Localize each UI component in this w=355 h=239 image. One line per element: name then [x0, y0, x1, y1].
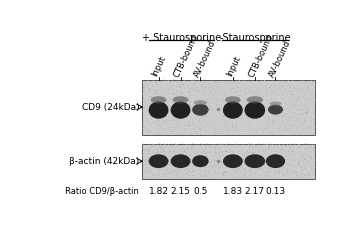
Text: + Staurosporine: + Staurosporine [142, 33, 221, 43]
Ellipse shape [194, 100, 207, 105]
Text: 0.13: 0.13 [266, 187, 285, 196]
Text: -Staurosporine: -Staurosporine [219, 33, 291, 43]
Ellipse shape [149, 154, 169, 168]
Ellipse shape [171, 154, 191, 168]
Text: AV-bound: AV-bound [192, 38, 217, 78]
Ellipse shape [268, 105, 283, 114]
Ellipse shape [192, 155, 209, 167]
Text: β-actin (42kDa): β-actin (42kDa) [69, 157, 139, 166]
Ellipse shape [173, 96, 189, 103]
Bar [142, 80, 315, 136]
Ellipse shape [149, 102, 169, 119]
Ellipse shape [225, 96, 241, 103]
Text: CD9 (24kDa): CD9 (24kDa) [82, 103, 139, 112]
Text: Input: Input [225, 55, 242, 78]
Ellipse shape [151, 96, 166, 103]
Text: 1.83: 1.83 [223, 187, 243, 196]
Ellipse shape [269, 102, 282, 106]
Text: Ratio CD9/β-actin: Ratio CD9/β-actin [65, 187, 139, 196]
Ellipse shape [266, 154, 285, 168]
Ellipse shape [223, 102, 243, 119]
Text: Input: Input [151, 55, 168, 78]
Text: 1.82: 1.82 [148, 187, 169, 196]
Text: CTB-bound: CTB-bound [247, 33, 274, 78]
Ellipse shape [192, 104, 209, 116]
Text: 2.15: 2.15 [170, 187, 191, 196]
Ellipse shape [245, 154, 265, 168]
Ellipse shape [245, 102, 265, 119]
Bar [142, 144, 315, 179]
Text: 2.17: 2.17 [245, 187, 265, 196]
Ellipse shape [171, 102, 191, 119]
Text: AV-bound: AV-bound [267, 38, 293, 78]
Text: CTB-bound: CTB-bound [173, 33, 200, 78]
Text: 0.5: 0.5 [193, 187, 208, 196]
Ellipse shape [223, 154, 243, 168]
Ellipse shape [247, 96, 263, 103]
